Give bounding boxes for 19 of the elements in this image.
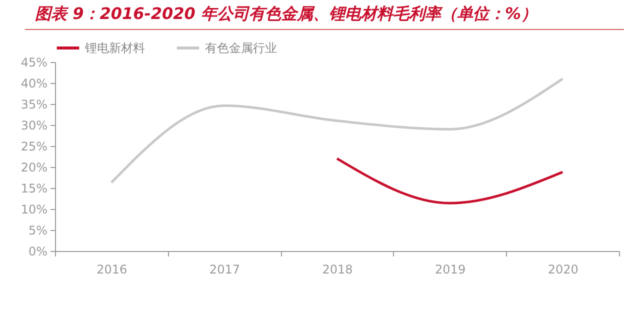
y-tick-label: 5% xyxy=(28,224,48,238)
y-tick-label: 45% xyxy=(20,56,48,70)
legend-label: 锂电新材料 xyxy=(84,41,145,55)
x-tick-label: 2020 xyxy=(548,262,578,276)
x-tick-label: 2017 xyxy=(209,262,240,276)
y-tick-label: 15% xyxy=(20,182,48,196)
line-series xyxy=(110,78,564,184)
y-tick-label: 20% xyxy=(20,160,48,174)
y-tick-label: 25% xyxy=(20,140,48,154)
y-tick-label: 35% xyxy=(20,98,48,112)
x-tick-label: 2019 xyxy=(435,262,466,276)
y-tick-label: 40% xyxy=(20,76,48,90)
legend-label: 有色金属行业 xyxy=(205,41,277,55)
y-tick-label: 30% xyxy=(20,118,48,132)
x-tick-label: 2018 xyxy=(322,262,353,276)
y-tick-label: 10% xyxy=(20,202,48,216)
y-tick-label: 0% xyxy=(28,244,48,258)
chart-title: 图表 9：2016-2020 年公司有色金属、锂电材料毛利率（单位：%） xyxy=(25,2,624,30)
x-tick-label: 2016 xyxy=(96,262,128,276)
